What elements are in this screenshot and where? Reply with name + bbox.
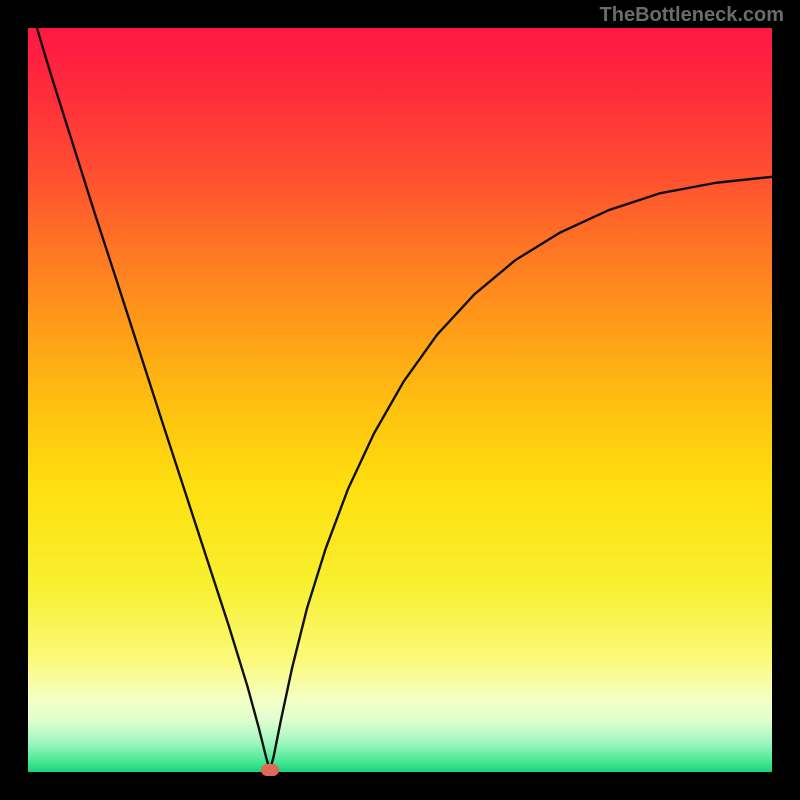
bottleneck-curve bbox=[28, 28, 772, 771]
plot-area bbox=[28, 28, 772, 772]
curve-svg bbox=[28, 28, 772, 772]
watermark-text: TheBottleneck.com bbox=[600, 4, 784, 27]
minimum-marker bbox=[261, 764, 279, 776]
